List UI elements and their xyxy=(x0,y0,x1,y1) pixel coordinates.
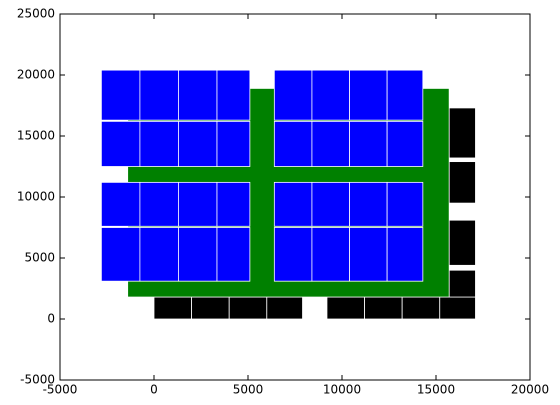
y-tick-label: 5000 xyxy=(24,251,55,265)
tile xyxy=(386,69,424,121)
tile xyxy=(139,120,179,167)
tile xyxy=(349,69,388,121)
tile xyxy=(216,69,251,121)
x-tick-label: 0 xyxy=(150,383,158,397)
tile xyxy=(100,120,141,167)
tile xyxy=(228,296,268,320)
tile xyxy=(273,69,313,121)
tile xyxy=(273,181,313,227)
tile xyxy=(311,69,350,121)
y-tick-label: 25000 xyxy=(17,7,55,21)
tile xyxy=(178,227,218,282)
tile xyxy=(139,181,179,227)
y-tick-label: 20000 xyxy=(17,68,55,82)
tile xyxy=(191,296,230,320)
tile xyxy=(100,227,141,282)
y-tick-label: 10000 xyxy=(17,190,55,204)
tile xyxy=(349,181,388,227)
tile xyxy=(178,69,218,121)
tile xyxy=(311,181,350,227)
tile xyxy=(139,227,179,282)
tile xyxy=(349,120,388,167)
tile xyxy=(326,296,365,320)
tile xyxy=(273,227,313,282)
x-tick-label: -5000 xyxy=(43,383,78,397)
tile xyxy=(448,161,476,204)
tile xyxy=(216,120,251,167)
y-tick-label: -5000 xyxy=(20,373,55,387)
tile xyxy=(386,227,424,282)
tile xyxy=(216,181,251,227)
tile xyxy=(401,296,441,320)
tile xyxy=(100,69,141,121)
tile xyxy=(178,181,218,227)
tile xyxy=(178,120,218,167)
tile xyxy=(386,120,424,167)
x-tick-label: 5000 xyxy=(233,383,264,397)
tile xyxy=(273,120,313,167)
tile xyxy=(100,181,141,227)
tile xyxy=(216,227,251,282)
tile xyxy=(153,296,192,320)
tile xyxy=(439,296,476,320)
x-tick-label: 15000 xyxy=(417,383,455,397)
y-tick-label: 0 xyxy=(47,312,55,326)
tile xyxy=(349,227,388,282)
tile xyxy=(139,69,179,121)
y-tick-label: 15000 xyxy=(17,129,55,143)
x-tick-label: 10000 xyxy=(323,383,361,397)
tile xyxy=(386,181,424,227)
tile xyxy=(311,227,350,282)
tile xyxy=(311,120,350,167)
tile xyxy=(266,296,303,320)
tile xyxy=(448,269,476,298)
x-tick-label: 20000 xyxy=(511,383,549,397)
tile xyxy=(448,107,476,159)
tile xyxy=(364,296,403,320)
tile xyxy=(448,219,476,266)
